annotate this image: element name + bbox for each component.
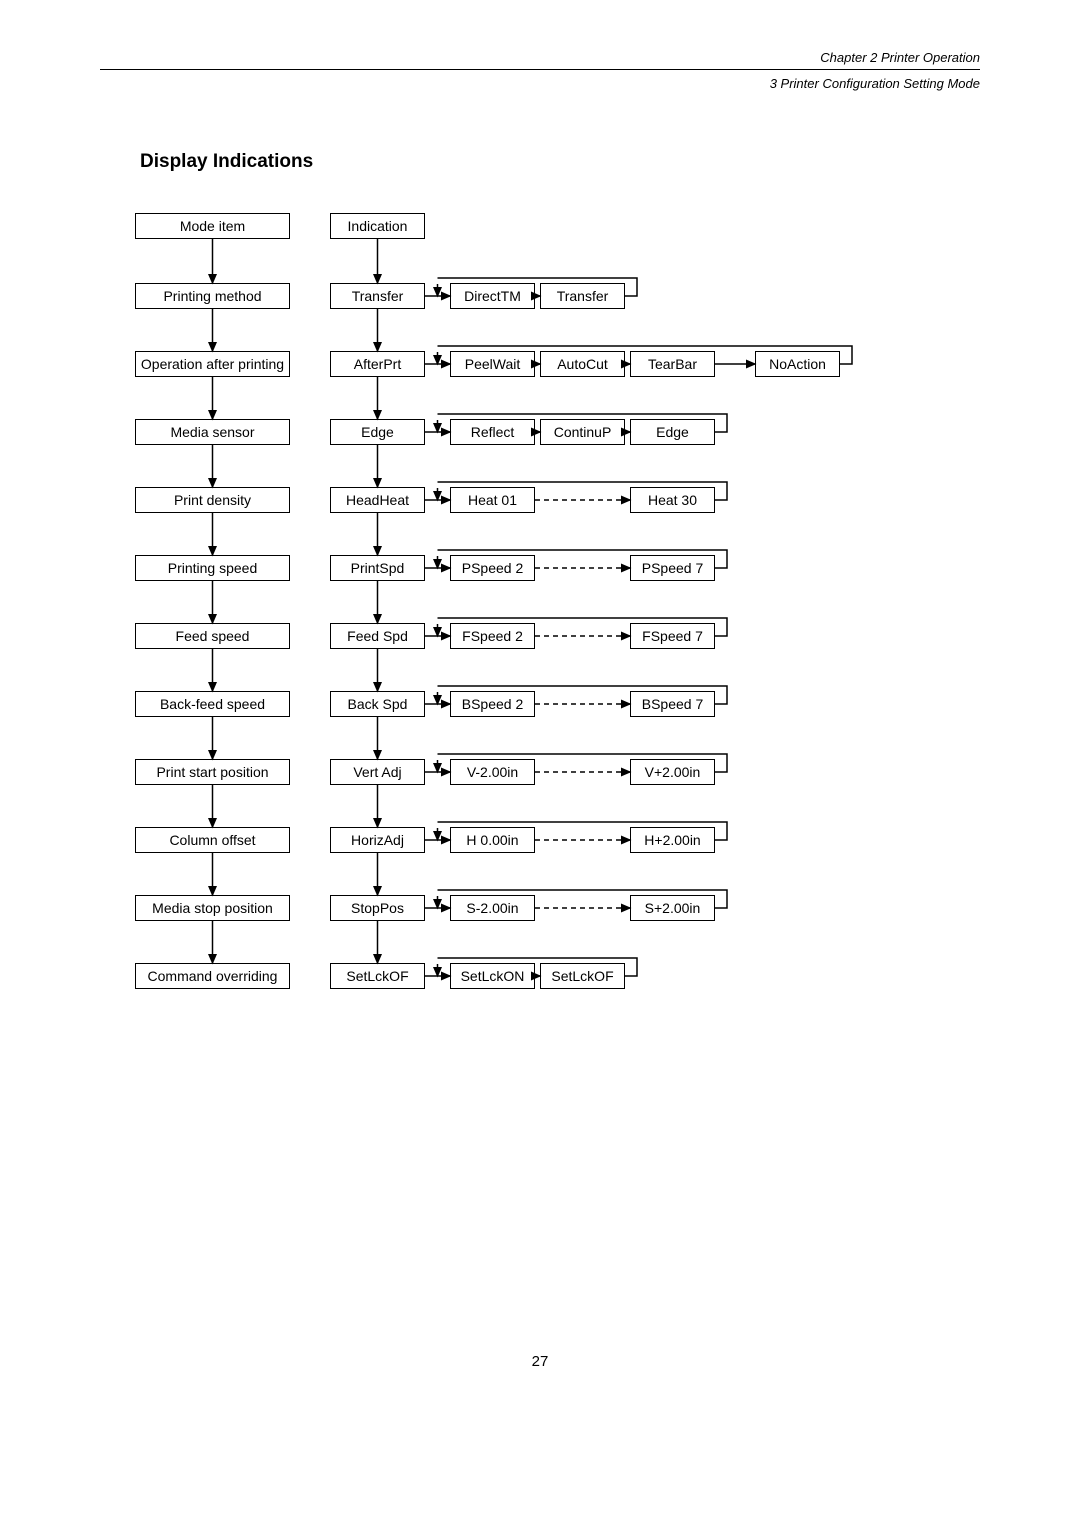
option-box: DirectTM bbox=[450, 283, 535, 309]
option-box: PSpeed 7 bbox=[630, 555, 715, 581]
option-box: FSpeed 2 bbox=[450, 623, 535, 649]
section-label: 3 Printer Configuration Setting Mode bbox=[100, 76, 980, 91]
indication-box: HeadHeat bbox=[330, 487, 425, 513]
option-box: SetLckON bbox=[450, 963, 535, 989]
indication-box: Edge bbox=[330, 419, 425, 445]
mode-box: Operation after printing bbox=[135, 351, 290, 377]
indication-box: Back Spd bbox=[330, 691, 425, 717]
option-box: PeelWait bbox=[450, 351, 535, 377]
mode-box: Printing speed bbox=[135, 555, 290, 581]
chapter-label: Chapter 2 Printer Operation bbox=[100, 50, 980, 65]
mode-box: Column offset bbox=[135, 827, 290, 853]
option-box: Heat 30 bbox=[630, 487, 715, 513]
option-box: S+2.00in bbox=[630, 895, 715, 921]
option-box: PSpeed 2 bbox=[450, 555, 535, 581]
option-box: AutoCut bbox=[540, 351, 625, 377]
indication-box: SetLckOF bbox=[330, 963, 425, 989]
mode-box: Back-feed speed bbox=[135, 691, 290, 717]
option-box: BSpeed 7 bbox=[630, 691, 715, 717]
option-box: BSpeed 2 bbox=[450, 691, 535, 717]
option-box: S-2.00in bbox=[450, 895, 535, 921]
option-box: H+2.00in bbox=[630, 827, 715, 853]
indication-box: AfterPrt bbox=[330, 351, 425, 377]
option-box: Edge bbox=[630, 419, 715, 445]
option-box: Heat 01 bbox=[450, 487, 535, 513]
option-box: Reflect bbox=[450, 419, 535, 445]
indication-box: Feed Spd bbox=[330, 623, 425, 649]
indication-box: Vert Adj bbox=[330, 759, 425, 785]
mode-box: Command overriding bbox=[135, 963, 290, 989]
mode-box: Media sensor bbox=[135, 419, 290, 445]
page-header: Chapter 2 Printer Operation 3 Printer Co… bbox=[100, 50, 980, 91]
page: Chapter 2 Printer Operation 3 Printer Co… bbox=[0, 0, 1080, 1430]
mode-box: Printing method bbox=[135, 283, 290, 309]
section-title: Display Indications bbox=[140, 151, 980, 173]
flow-diagram: Mode item Indication Printing method Transf… bbox=[100, 213, 1000, 1033]
mode-box: Print start position bbox=[135, 759, 290, 785]
indication-box: PrintSpd bbox=[330, 555, 425, 581]
option-box: V+2.00in bbox=[630, 759, 715, 785]
option-box: TearBar bbox=[630, 351, 715, 377]
header-mode: Mode item bbox=[135, 213, 290, 239]
header-indication: Indication bbox=[330, 213, 425, 239]
option-box: SetLckOF bbox=[540, 963, 625, 989]
page-number: 27 bbox=[100, 1353, 980, 1370]
option-box: NoAction bbox=[755, 351, 840, 377]
indication-box: Transfer bbox=[330, 283, 425, 309]
option-box: H 0.00in bbox=[450, 827, 535, 853]
mode-box: Feed speed bbox=[135, 623, 290, 649]
mode-box: Media stop position bbox=[135, 895, 290, 921]
option-box: FSpeed 7 bbox=[630, 623, 715, 649]
option-box: ContinuP bbox=[540, 419, 625, 445]
indication-box: StopPos bbox=[330, 895, 425, 921]
mode-box: Print density bbox=[135, 487, 290, 513]
option-box: Transfer bbox=[540, 283, 625, 309]
option-box: V-2.00in bbox=[450, 759, 535, 785]
header-rule bbox=[100, 69, 980, 70]
indication-box: HorizAdj bbox=[330, 827, 425, 853]
